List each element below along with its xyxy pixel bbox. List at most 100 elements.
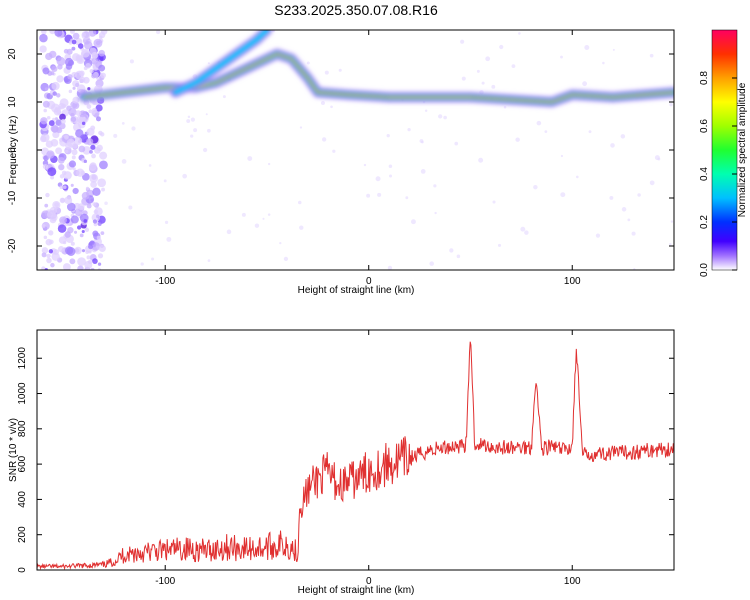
spectrogram-speckle-dot [45,192,50,198]
spectrogram-speckle-dot [64,196,73,205]
spectrogram-speckle-dot [45,52,53,61]
spectrogram-speckle-dot [104,201,108,205]
spectrogram-speckle-dot [86,138,94,146]
spectrogram-speckle-dot [48,230,54,236]
spectrogram-speckle-dot [576,175,579,179]
spectrogram-speckle-dot [83,40,93,50]
spectrogram-y-tick-label: 20 [7,48,18,60]
spectrogram-speckle-dot [46,115,51,120]
spectrogram-speckle-dot [81,249,86,253]
spectrogram-speckle-dot [89,149,93,154]
spectrogram-speckle-dot [193,128,198,133]
spectrogram-speckle-dot [155,30,161,35]
spectrogram-speckle-dot [89,240,95,246]
spectrogram-speckle-dot [85,186,90,190]
spectrogram-x-ticks: -100 0 100 [155,30,581,287]
spectrogram-speckle-dot [82,173,90,181]
spectrogram-speckle-dot [595,233,601,238]
spectrogram-speckle-dot [128,205,133,210]
spectrogram-speckle-dot [49,30,56,35]
colorbar-gradient [711,29,738,271]
spectrogram-speckle-dot [637,193,641,197]
spectrogram-speckle-dot [151,257,155,261]
snr-y-tick-label: 400 [17,491,28,508]
spectrogram-speckle-dot [620,134,626,139]
spectrogram-speckle-dot [99,160,108,170]
spectrogram-speckle-dot [499,44,504,50]
spectrogram-speckle-dot [100,231,105,236]
spectrogram-speckle-dot [515,137,520,142]
spectrogram-speckle-dot [79,233,84,238]
spectrogram-speckle-dot [52,201,61,210]
spectrogram-speckle-dot [297,200,302,205]
spectrogram-speckle-dot [48,249,54,254]
colorbar-tick-label: 0.8 [699,71,710,85]
spectrogram-speckle-dot [91,213,101,222]
spectrogram-speckle-dot [207,259,211,262]
spectrogram-speckle-dot [247,156,253,161]
spectrogram-speckle-dot [81,121,86,126]
spectrogram-speckle-dot [46,253,51,259]
spectrogram-speckle-dot [92,202,97,207]
spectrogram-speckle-dot [42,100,50,108]
spectrogram-speckle-dot [560,55,563,59]
spectrogram-speckle-dot [612,48,615,51]
spectrogram-speckle-dot [324,70,329,75]
spectrogram-speckle-dot [96,235,101,241]
spectrogram-speckle-dot [478,157,484,163]
spectrogram-speckle-dot [64,231,71,238]
spectrogram-speckle-dot [83,159,88,164]
spectrogram-speckle-dot [84,260,93,270]
spectrogram-speckle-dot [70,215,79,224]
spectrogram-speckle-dot [536,120,542,126]
spectrogram-speckle-dot [79,76,86,83]
snr-series-line [37,341,674,570]
spectrogram-speckle-dot [81,30,91,40]
spectrogram-speckle-dot [86,255,91,260]
spectrogram-speckle-dot [97,262,102,266]
spectrogram-speckle-dot [533,184,538,190]
spectrogram-speckle-dot [52,91,57,96]
spectrogram-speckle-dot [87,87,91,91]
spectrogram-speckle-dot [95,104,103,112]
spectrogram-speckle-dot [254,223,260,228]
spectrogram-speckle-dot [68,40,73,45]
spectrogram-speckle-dot [90,144,96,150]
spectrogram-speckle-dot [456,254,461,259]
spectrogram-speckle-dot [497,243,502,247]
spectrogram-speckle-dot [164,220,169,225]
spectrogram-speckle-dot [95,40,101,46]
spectrogram-speckle-dot [65,63,73,70]
colorbar-tick-label: 0.6 [699,119,710,133]
spectrogram-speckle-dot [56,93,61,98]
spectrogram-speckle-dot [56,110,61,115]
spectrogram-speckle-dot [560,192,566,198]
spectrogram-speckle-dot [41,252,47,258]
spectrogram-speckle-dot [279,241,282,245]
spectrogram-speckle-dot [166,236,172,242]
spectrogram-y-tick-label: -20 [7,238,18,253]
spectrogram-speckle-dot [72,102,80,110]
spectrogram-speckle-dot [70,115,79,124]
spectrogram-speckle-dot [148,164,152,167]
spectrogram-speckle-dot [163,179,167,183]
spectrogram-speckle-dot [72,187,79,195]
spectrogram-speckle-dot [207,62,210,65]
spectrogram-speckle-dot [91,51,99,59]
spectrogram-speckle-dot [511,64,516,69]
spectrogram-speckle-dot [113,133,118,138]
spectrogram-speckle-dot [582,81,588,87]
spectrogram-y-ticks: -20 -10 0 10 20 [7,48,674,253]
spectrogram-speckle-dot [47,167,57,177]
spectrogram-speckle-dot [57,224,67,233]
spectrogram-speckle-dot [92,187,101,196]
colorbar-tick-label: 0.4 [699,167,710,181]
spectrogram-speckle-dot [72,96,80,104]
snr-y-tick-label: 1200 [17,347,28,370]
spectrogram-speckle-dot [131,126,136,131]
spectrogram-speckle-dot [75,110,82,116]
spectrogram-speckle-dot [60,118,66,124]
spectrogram-speckle-dot [429,261,435,266]
snr-y-ticks: 0 200 400 600 800 1000 1200 [17,347,674,573]
